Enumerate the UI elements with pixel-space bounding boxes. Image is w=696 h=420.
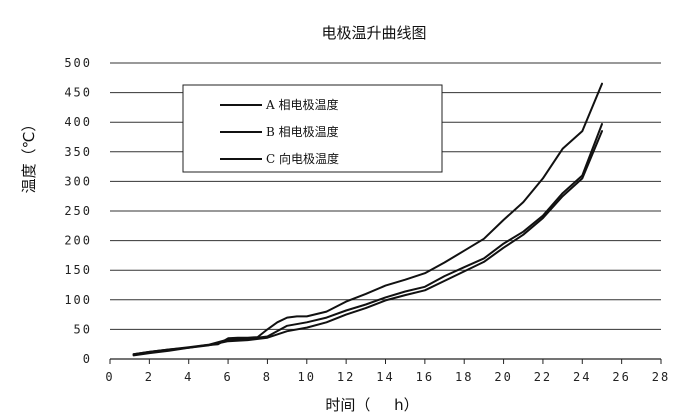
series-lines bbox=[132, 82, 603, 357]
legend: A 相电极温度 B 相电极温度 C 向电极温度 bbox=[182, 84, 443, 173]
legend-box bbox=[182, 84, 443, 173]
x-tick-label: 6 bbox=[223, 370, 232, 384]
y-tick-label: 400 bbox=[64, 115, 92, 129]
x-tick-label: 4 bbox=[184, 370, 193, 384]
y-tick-label: 100 bbox=[64, 293, 92, 307]
x-tick-label: 16 bbox=[416, 370, 434, 384]
y-tick-label: 500 bbox=[64, 56, 92, 70]
legend-label-1: A 相电极温度 bbox=[265, 97, 338, 112]
y-tick-label: 450 bbox=[64, 86, 92, 100]
chart-title: 电极温升曲线图 bbox=[321, 24, 426, 42]
x-tick-label: 12 bbox=[337, 370, 355, 384]
x-tick-label: 8 bbox=[263, 370, 272, 384]
y-tick-label: 200 bbox=[64, 234, 92, 248]
y-tick-label: 250 bbox=[64, 204, 92, 218]
x-tick-label: 20 bbox=[494, 370, 512, 384]
y-tick-labels: 0 50 100 150 200 250 300 350 400 450 500 bbox=[64, 56, 92, 366]
x-tick-label: 18 bbox=[455, 370, 473, 384]
y-tick-label: 150 bbox=[64, 263, 92, 277]
series-line-3 bbox=[132, 130, 603, 357]
x-tick-label: 2 bbox=[145, 370, 154, 384]
y-tick-label: 0 bbox=[83, 352, 92, 366]
x-tick-label: 14 bbox=[376, 370, 394, 384]
axes bbox=[109, 358, 662, 364]
x-tick-label: 24 bbox=[573, 370, 591, 384]
legend-label-2: B 相电极温度 bbox=[266, 124, 339, 139]
x-tick-label: 22 bbox=[534, 370, 552, 384]
x-tick-label: 0 bbox=[105, 370, 114, 384]
x-tick-label: 10 bbox=[298, 370, 316, 384]
y-tick-label: 350 bbox=[64, 145, 92, 159]
y-tick-label: 50 bbox=[74, 322, 92, 336]
y-tick-label: 300 bbox=[64, 174, 92, 188]
legend-label-3: C 向电极温度 bbox=[266, 151, 339, 166]
x-tick-labels: 0 2 4 6 8 10 12 14 16 18 20 22 24 26 28 bbox=[105, 370, 670, 384]
y-axis-label: 温度（℃） bbox=[20, 117, 38, 194]
x-tick-label: 28 bbox=[652, 370, 670, 384]
x-tick-label: 26 bbox=[612, 370, 630, 384]
x-axis-label: 时间（ h） bbox=[325, 396, 418, 414]
